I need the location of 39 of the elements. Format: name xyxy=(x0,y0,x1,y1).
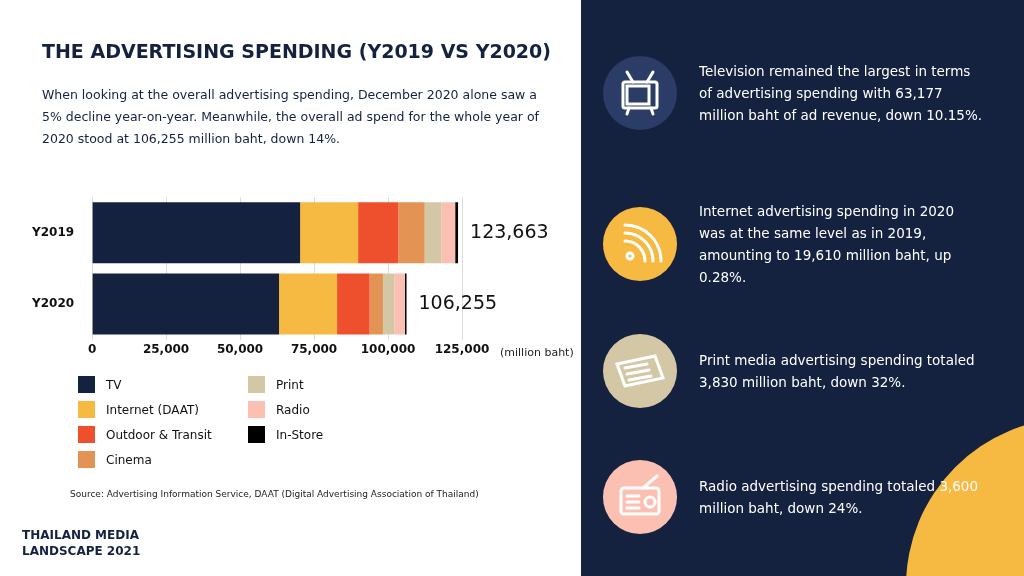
legend-label: Outdoor & Transit xyxy=(106,427,212,442)
y-tick-label: Y2020 xyxy=(30,296,75,311)
bar xyxy=(382,273,395,335)
legend-label: In-Store xyxy=(276,427,324,442)
bar xyxy=(441,202,456,264)
bar xyxy=(300,202,359,264)
y-tick-label: Y2019 xyxy=(30,224,75,239)
x-tick-label: 0 xyxy=(87,341,97,356)
legend-label: TV xyxy=(106,377,122,392)
bar xyxy=(398,202,425,264)
x-tick-label: 75,000 xyxy=(290,341,338,356)
bar xyxy=(394,273,405,335)
legend-label: Print xyxy=(276,377,304,392)
bar xyxy=(369,273,383,335)
text: Internet advertising spending in 2020 was at the same level as in 2019, amounting to 19,610 million baht, up 0.28%. xyxy=(699,202,955,287)
bar xyxy=(279,273,338,335)
total-label: 106,255 xyxy=(418,290,498,313)
x-axis-title: (million baht) xyxy=(500,346,574,360)
text: Radio advertising spending totaled 3,600 million baht, down 24%. xyxy=(699,477,980,518)
source-note: Source: Advertising Information Service, DAAT (Digital Advertising Association of Thailand) xyxy=(70,489,479,499)
legend-label: Radio xyxy=(276,402,310,417)
x-tick-label: 25,000 xyxy=(142,341,190,356)
text: THAILAND MEDIA LANDSCAPE 2021 xyxy=(22,527,142,559)
bar xyxy=(92,273,280,335)
bar xyxy=(424,202,442,264)
total-label: 123,663 xyxy=(470,219,549,242)
bar xyxy=(455,202,459,264)
legend-label: Cinema xyxy=(106,452,152,467)
x-tick-label: 125,000 xyxy=(434,341,490,356)
chart-title: THE ADVERTISING SPENDING (Y2019 VS Y2020) xyxy=(42,40,552,62)
bar xyxy=(92,202,301,264)
bar xyxy=(358,202,399,264)
x-tick-label: 100,000 xyxy=(360,341,416,356)
chart-subtitle: When looking at the overall advertising spending, December 2020 alone saw a 5% decline year-on-year. Meanwhile, the overall ad spend for the whole year of 2020 stood at 106,255 million baht, down 14%. xyxy=(42,86,540,148)
x-tick-label: 50,000 xyxy=(216,341,264,356)
text: Television remained the largest in terms of advertising spending with 63,177 million baht of ad revenue, down 10.15%. xyxy=(699,62,984,125)
text: Print media advertising spending totaled 3,830 million baht, down 32%. xyxy=(699,351,976,392)
legend-label: Internet (DAAT) xyxy=(106,402,200,417)
bar xyxy=(337,273,370,335)
